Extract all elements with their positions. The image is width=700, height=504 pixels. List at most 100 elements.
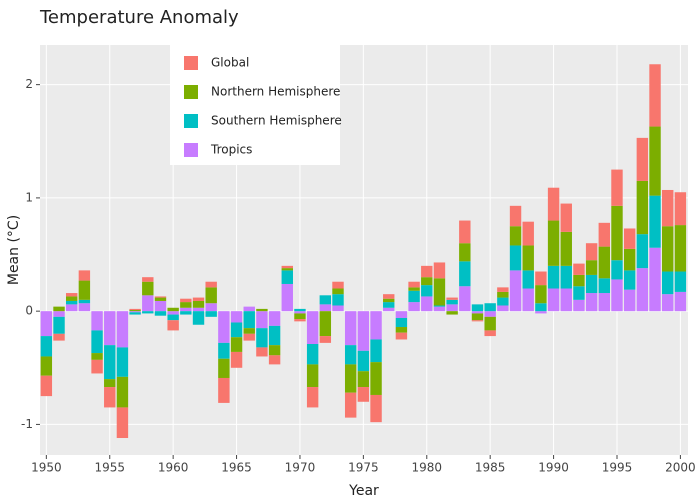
bar (383, 302, 395, 308)
bar (154, 300, 167, 312)
bar (484, 311, 496, 317)
bar (560, 203, 572, 232)
bar (53, 311, 65, 317)
y-axis-title: Mean (°C) (6, 215, 22, 285)
bar (53, 316, 65, 334)
bar (674, 192, 687, 226)
bar (649, 126, 661, 196)
bar (116, 311, 129, 348)
bar (306, 344, 319, 365)
bar (509, 270, 522, 312)
bar (192, 300, 205, 308)
bar (408, 290, 420, 303)
bar (497, 287, 509, 292)
bar (585, 274, 598, 294)
bar (154, 296, 167, 298)
bar (573, 274, 585, 287)
bar (370, 339, 382, 363)
bar (446, 311, 458, 315)
bar (78, 270, 91, 281)
bar (433, 305, 446, 307)
bar (332, 294, 344, 306)
bar (674, 291, 687, 312)
bar (383, 294, 395, 299)
legend-label: Northern Hemisphere (211, 85, 340, 99)
bar (91, 330, 103, 354)
bar (535, 271, 547, 286)
bar (306, 311, 319, 345)
bar (433, 278, 446, 306)
bar (167, 307, 179, 312)
bar (294, 319, 306, 322)
bar (662, 226, 674, 272)
bar (471, 313, 484, 321)
bar (560, 265, 572, 289)
bar (142, 281, 154, 296)
bar (395, 317, 408, 328)
bar (585, 293, 598, 312)
bar (256, 311, 268, 329)
bar (535, 311, 547, 314)
bar (585, 260, 598, 275)
bar (446, 304, 458, 312)
x-tick-label: 1965 (221, 461, 252, 475)
bar (192, 307, 205, 312)
bar (205, 281, 217, 288)
bar (573, 286, 585, 300)
bar (636, 234, 649, 269)
bar (129, 311, 141, 313)
bar (40, 311, 53, 337)
y-tick-label: 1 (25, 190, 33, 204)
bar (408, 302, 420, 312)
bar (281, 268, 293, 271)
bar (243, 311, 255, 329)
bar (573, 299, 585, 312)
bar (281, 265, 293, 269)
bar (91, 311, 103, 331)
bar (598, 246, 611, 279)
bar (421, 285, 433, 297)
bar (104, 345, 116, 380)
bar (446, 299, 458, 305)
bar (65, 293, 78, 297)
bar (294, 311, 306, 314)
x-tick-label: 1975 (348, 461, 379, 475)
bar (230, 351, 243, 368)
bar (268, 325, 281, 346)
bar (383, 307, 395, 312)
bar (522, 288, 534, 312)
bar (421, 265, 433, 278)
bar (65, 304, 78, 312)
bar (547, 265, 560, 289)
bar (91, 353, 103, 360)
bar (154, 311, 167, 316)
bar (40, 356, 53, 376)
bar (256, 347, 268, 357)
chart-title: Temperature Anomaly (39, 7, 239, 28)
bar (268, 355, 281, 365)
bar (408, 287, 420, 291)
bar (497, 305, 509, 312)
bar (167, 311, 179, 315)
bar (116, 376, 129, 408)
bar (357, 387, 370, 402)
x-tick-label: 1960 (158, 461, 189, 475)
bar (357, 350, 370, 372)
bar (205, 287, 217, 304)
bar (344, 392, 357, 418)
x-tick-label: 1950 (31, 461, 62, 475)
bar (142, 295, 154, 312)
bar (611, 205, 623, 261)
bar (535, 303, 547, 312)
bar (547, 187, 560, 221)
bar (180, 302, 192, 308)
bar (344, 364, 357, 393)
bar (53, 306, 65, 312)
bar (471, 311, 484, 314)
bar (180, 311, 192, 315)
bar (180, 298, 192, 303)
bar (585, 243, 598, 261)
bar (205, 311, 217, 317)
bar (649, 247, 661, 312)
